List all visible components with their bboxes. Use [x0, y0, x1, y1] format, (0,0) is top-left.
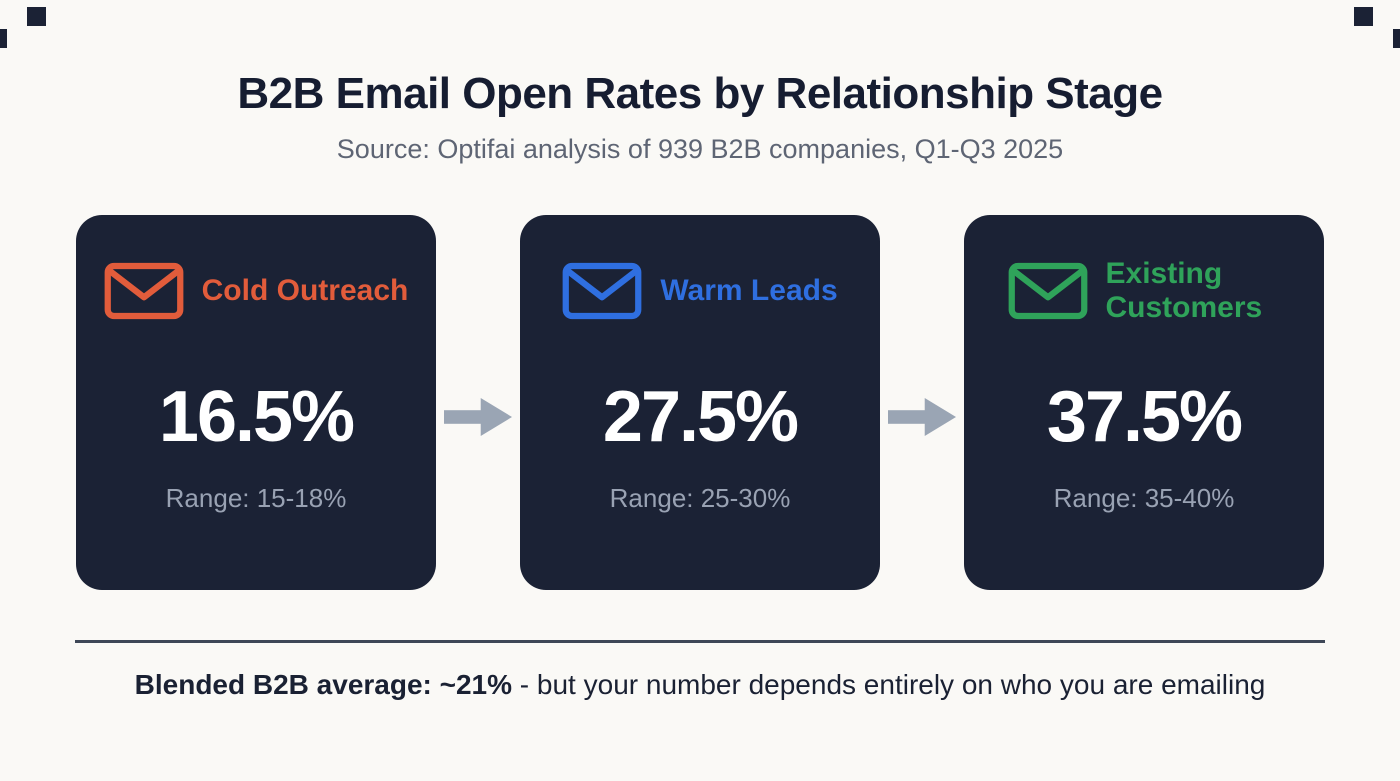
card-range: Range: 15-18% — [165, 483, 347, 514]
arrow-right-icon — [444, 393, 512, 441]
card-range: Range: 35-40% — [1053, 483, 1235, 514]
card-label: Existing Customers — [1105, 256, 1263, 325]
card-value: 27.5% — [602, 377, 799, 458]
card-header: Cold Outreach — [84, 245, 429, 337]
envelope-icon — [104, 262, 184, 320]
corner-mark — [1354, 7, 1373, 26]
page-subtitle: Source: Optifai analysis of 939 B2B comp… — [336, 134, 1064, 165]
envelope-icon — [562, 262, 642, 320]
footer-blended-average: Blended B2B average: ~21% — [134, 669, 513, 701]
card-header: Warm Leads — [542, 245, 857, 337]
corner-mark — [27, 7, 46, 26]
corner-mark — [1393, 29, 1400, 48]
card-label: Warm Leads — [660, 274, 838, 308]
card-warm-leads: Warm Leads 27.5% Range: 25-30% — [520, 215, 880, 591]
page-title: B2B Email Open Rates by Relationship Sta… — [237, 69, 1163, 118]
card-value: 37.5% — [1046, 377, 1243, 458]
divider — [75, 640, 1325, 644]
card-cold-outreach: Cold Outreach 16.5% Range: 15-18% — [76, 215, 436, 591]
footer-text: - but your number depends entirely on wh… — [512, 669, 1266, 701]
cards-row: Cold Outreach 16.5% Range: 15-18% Warm L… — [0, 215, 1400, 591]
card-range: Range: 25-30% — [609, 483, 791, 514]
corner-mark — [0, 29, 7, 48]
card-existing-customers: Existing Customers 37.5% Range: 35-40% — [964, 215, 1324, 591]
card-label: Cold Outreach — [201, 274, 409, 308]
envelope-icon — [1008, 262, 1088, 320]
card-value: 16.5% — [158, 377, 355, 458]
card-header: Existing Customers — [988, 245, 1301, 337]
footer-note: Blended B2B average: ~21% - but your num… — [0, 669, 1400, 701]
arrow-right-icon — [888, 393, 956, 441]
